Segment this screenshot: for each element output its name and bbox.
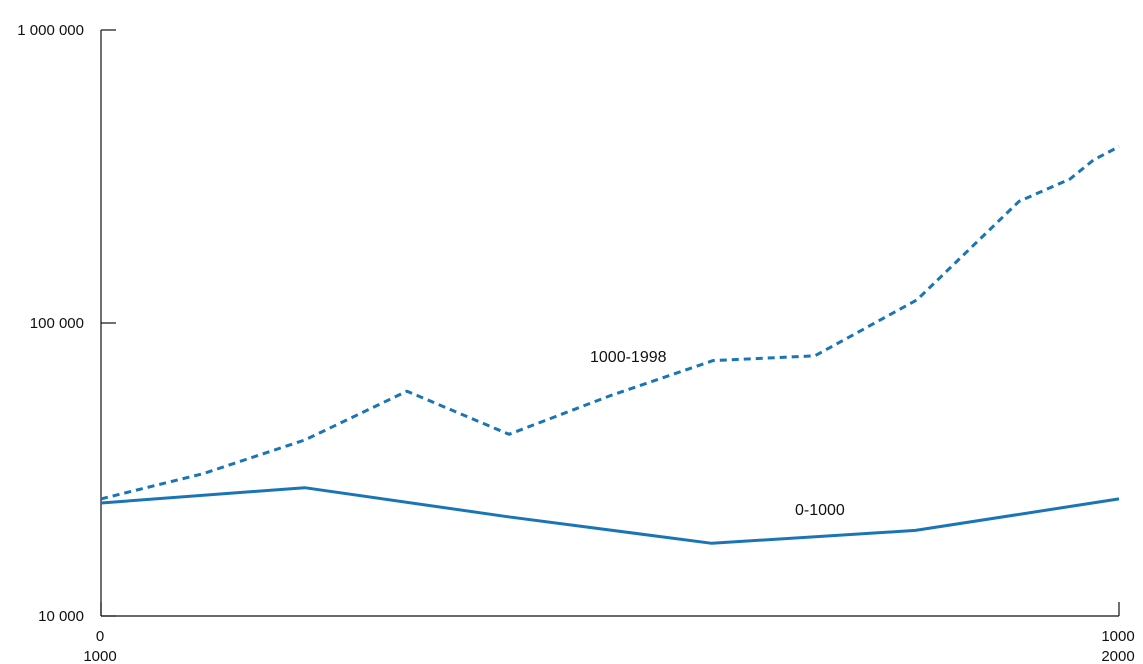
x-tick-label-bottom-1: 2000 [1101, 648, 1134, 664]
x-tick-label-top-1: 1000 [1101, 628, 1134, 645]
y-tick-label-0: 1 000 000 [17, 22, 84, 39]
series-line-0-1000 [100, 486, 1120, 545]
y-tick-label-1: 100 000 [30, 315, 84, 332]
x-tick-label-bottom-0: 1000 [83, 648, 116, 664]
series-line-1000-1998 [100, 145, 1120, 501]
x-tick-label-top-0: 0 [96, 628, 104, 645]
y-tick-label-2: 10 000 [38, 608, 84, 625]
series-labels: 0-1000 1000-1998 [590, 349, 845, 519]
axis-ticks: 1 000 000 100 000 10 000 0 1000 1000 2000 [17, 22, 1134, 664]
series-label-1000-1998: 1000-1998 [590, 349, 667, 366]
series-label-0-1000: 0-1000 [795, 502, 845, 519]
series-lines [100, 145, 1120, 545]
axes [100, 30, 1119, 617]
